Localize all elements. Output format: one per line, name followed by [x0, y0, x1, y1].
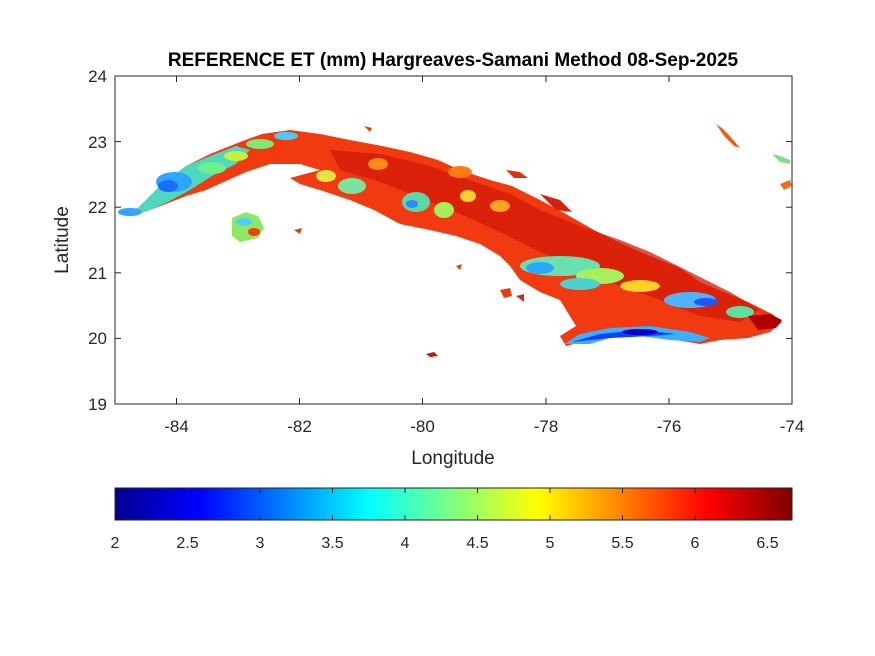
x-axis-label: Longitude	[411, 448, 494, 469]
y-tick-label: 22	[88, 198, 107, 217]
x-tick-label: -78	[534, 417, 559, 436]
et-raster	[118, 124, 792, 357]
map-title: REFERENCE ET (mm) Hargreaves-Samani Meth…	[168, 50, 739, 71]
y-axis: 24 23 22 21 20 19	[88, 67, 792, 414]
x-tick-label: -74	[780, 417, 805, 436]
colorbar-tick-label: 6.5	[756, 535, 778, 552]
y-tick-label: 24	[88, 67, 107, 86]
colorbar-tick-label: 3.5	[321, 535, 343, 552]
x-tick-label: -76	[657, 417, 682, 436]
colorbar-tick-label: 3	[256, 535, 265, 552]
y-axis-label: Latitude	[52, 206, 73, 274]
x-tick-label: -84	[164, 417, 189, 436]
colorbar-tick-label: 4.5	[466, 535, 488, 552]
colorbar-gradient	[114, 487, 793, 521]
cuba-main-island	[118, 130, 782, 346]
y-tick-label: 23	[88, 133, 107, 152]
colorbar-tick-label: 5	[546, 535, 555, 552]
colorbar-tick-label: 5.5	[611, 535, 633, 552]
x-axis: -84 -82 -80 -78 -76 -74	[164, 76, 804, 436]
colorbar: 2 2.5 3 3.5 4 4.5 5 5.5 6 6.5	[111, 487, 793, 552]
y-tick-label: 19	[88, 395, 107, 414]
y-tick-label: 20	[88, 329, 107, 348]
colorbar-tick-label: 6	[691, 535, 700, 552]
x-tick-label: -82	[287, 417, 312, 436]
colorbar-tick-label: 4	[401, 535, 410, 552]
colorbar-tick-label: 2.5	[176, 535, 198, 552]
x-tick-label: -80	[410, 417, 435, 436]
map-axes-box	[114, 75, 793, 405]
y-tick-label: 21	[88, 264, 107, 283]
colorbar-tick-label: 2	[111, 535, 120, 552]
